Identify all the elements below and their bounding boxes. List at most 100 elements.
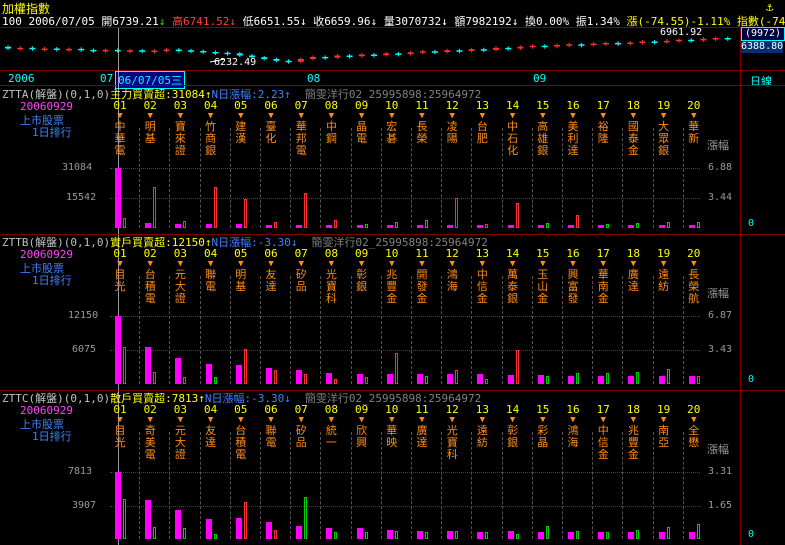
- rise-bar[interactable]: [455, 370, 459, 384]
- net-buy-bar[interactable]: [356, 225, 363, 228]
- stock-column-header[interactable]: 06 ▼ 臺 化: [263, 100, 279, 145]
- stock-column-header[interactable]: 19 ▼ 遠 紡: [656, 248, 672, 293]
- rise-bar[interactable]: [455, 530, 459, 539]
- rise-bar[interactable]: [696, 375, 700, 384]
- stock-column-header[interactable]: 09 ▼ 彰 銀: [354, 248, 370, 293]
- stock-column-header[interactable]: 05 ▼ 明 基: [233, 248, 249, 293]
- rise-bar[interactable]: [153, 526, 157, 539]
- net-buy-bar[interactable]: [115, 472, 121, 539]
- rise-bar[interactable]: [545, 223, 549, 228]
- net-buy-bar[interactable]: [598, 225, 605, 228]
- stock-column-header[interactable]: 18 ▼ 兆 豐 金: [625, 404, 641, 461]
- stock-column-header[interactable]: 07 ▼ 矽 品: [293, 404, 309, 449]
- net-buy-bar[interactable]: [145, 223, 152, 228]
- stock-column-header[interactable]: 10 ▼ 華 映: [384, 404, 400, 449]
- rise-bar[interactable]: [123, 218, 126, 228]
- anchor-icon[interactable]: ⚓: [766, 0, 774, 14]
- net-buy-bar[interactable]: [235, 224, 242, 228]
- stock-column-header[interactable]: 14 ▼ 彰 銀: [505, 404, 521, 449]
- stock-column-header[interactable]: 06 ▼ 聯 電: [263, 404, 279, 449]
- net-buy-bar[interactable]: [688, 225, 695, 228]
- rise-bar[interactable]: [304, 497, 308, 539]
- stock-column-header[interactable]: 11 ▼ 長 榮: [414, 100, 430, 145]
- net-buy-bar[interactable]: [417, 530, 423, 539]
- net-buy-bar[interactable]: [266, 367, 272, 384]
- rise-bar[interactable]: [123, 498, 126, 539]
- rise-bar[interactable]: [485, 224, 489, 228]
- net-buy-bar[interactable]: [568, 375, 574, 384]
- net-buy-bar[interactable]: [296, 225, 303, 228]
- net-buy-bar[interactable]: [628, 375, 635, 384]
- net-buy-bar[interactable]: [628, 225, 635, 228]
- stock-column-header[interactable]: 10 ▼ 宏 碁: [384, 100, 400, 145]
- stock-column-header[interactable]: 03 ▼ 寶 來 證: [172, 100, 188, 157]
- net-buy-bar[interactable]: [598, 532, 605, 539]
- net-buy-bar[interactable]: [568, 225, 574, 228]
- net-buy-bar[interactable]: [386, 529, 393, 539]
- rise-bar[interactable]: [636, 529, 640, 539]
- period-mode-label[interactable]: 日線: [750, 75, 772, 88]
- rise-bar[interactable]: [364, 532, 368, 539]
- net-buy-bar[interactable]: [598, 375, 605, 384]
- net-buy-bar[interactable]: [266, 522, 272, 539]
- stock-column-header[interactable]: 09 ▼ 晶 電: [354, 100, 370, 145]
- rise-bar[interactable]: [636, 223, 640, 228]
- net-buy-bar[interactable]: [477, 531, 484, 539]
- net-buy-bar[interactable]: [658, 225, 665, 228]
- net-buy-bar[interactable]: [658, 532, 665, 539]
- cursor-line[interactable]: [118, 28, 119, 545]
- stock-column-header[interactable]: 15 ▼ 彩 晶: [535, 404, 551, 449]
- stock-column-header[interactable]: 13 ▼ 遠 紡: [474, 404, 490, 449]
- stock-column-header[interactable]: 17 ▼ 裕 隆: [595, 100, 611, 145]
- net-buy-bar[interactable]: [296, 370, 303, 384]
- rise-bar[interactable]: [274, 222, 277, 228]
- rise-bar[interactable]: [696, 524, 700, 539]
- rise-bar[interactable]: [213, 533, 217, 539]
- net-buy-bar[interactable]: [175, 509, 182, 539]
- rise-bar[interactable]: [576, 214, 579, 228]
- net-buy-bar[interactable]: [447, 374, 454, 384]
- rise-bar[interactable]: [304, 193, 308, 228]
- rise-bar[interactable]: [485, 532, 489, 539]
- stock-column-header[interactable]: 14 ▼ 萬 泰 銀: [505, 248, 521, 305]
- stock-column-header[interactable]: 03 ▼ 元 大 證: [172, 248, 188, 305]
- stock-column-header[interactable]: 05 ▼ 建 漢: [233, 100, 249, 145]
- stock-column-header[interactable]: 12 ▼ 光 寶 科: [444, 404, 460, 461]
- stock-column-header[interactable]: 13 ▼ 台 肥: [474, 100, 490, 145]
- stock-column-header[interactable]: 09 ▼ 欣 興: [354, 404, 370, 449]
- rise-bar[interactable]: [545, 375, 549, 384]
- rise-bar[interactable]: [394, 530, 398, 539]
- rise-bar[interactable]: [425, 219, 428, 228]
- rise-bar[interactable]: [545, 525, 549, 539]
- net-buy-bar[interactable]: [145, 500, 152, 539]
- rise-bar[interactable]: [243, 348, 247, 384]
- rise-bar[interactable]: [394, 352, 398, 384]
- rise-bar[interactable]: [123, 346, 126, 384]
- net-buy-bar[interactable]: [688, 532, 695, 539]
- net-buy-bar[interactable]: [175, 224, 182, 228]
- rise-bar[interactable]: [636, 371, 640, 384]
- stock-column-header[interactable]: 04 ▼ 聯 電: [203, 248, 219, 293]
- rise-bar[interactable]: [696, 222, 700, 228]
- net-buy-bar[interactable]: [537, 531, 544, 539]
- rise-bar[interactable]: [576, 530, 579, 539]
- rise-bar[interactable]: [666, 369, 670, 384]
- stock-column-header[interactable]: 10 ▼ 兆 豐 金: [384, 248, 400, 305]
- stock-column-header[interactable]: 17 ▼ 中 信 金: [595, 404, 611, 461]
- rise-bar[interactable]: [243, 502, 247, 539]
- stock-column-header[interactable]: 13 ▼ 中 信 金: [474, 248, 490, 305]
- rise-bar[interactable]: [515, 533, 519, 539]
- net-buy-bar[interactable]: [568, 532, 574, 539]
- stock-column-header[interactable]: 12 ▼ 鴻 海: [444, 248, 460, 293]
- net-buy-bar[interactable]: [115, 316, 121, 384]
- rise-bar[interactable]: [153, 187, 157, 228]
- net-buy-bar[interactable]: [628, 532, 635, 539]
- rise-bar[interactable]: [334, 219, 338, 228]
- stock-column-header[interactable]: 15 ▼ 玉 山 金: [535, 248, 551, 305]
- stock-column-header[interactable]: 16 ▼ 鴻 海: [565, 404, 581, 449]
- stock-column-header[interactable]: 06 ▼ 友 達: [263, 248, 279, 293]
- rise-bar[interactable]: [274, 370, 277, 384]
- rise-bar[interactable]: [304, 374, 308, 384]
- net-buy-bar[interactable]: [356, 373, 363, 384]
- rise-bar[interactable]: [455, 198, 459, 228]
